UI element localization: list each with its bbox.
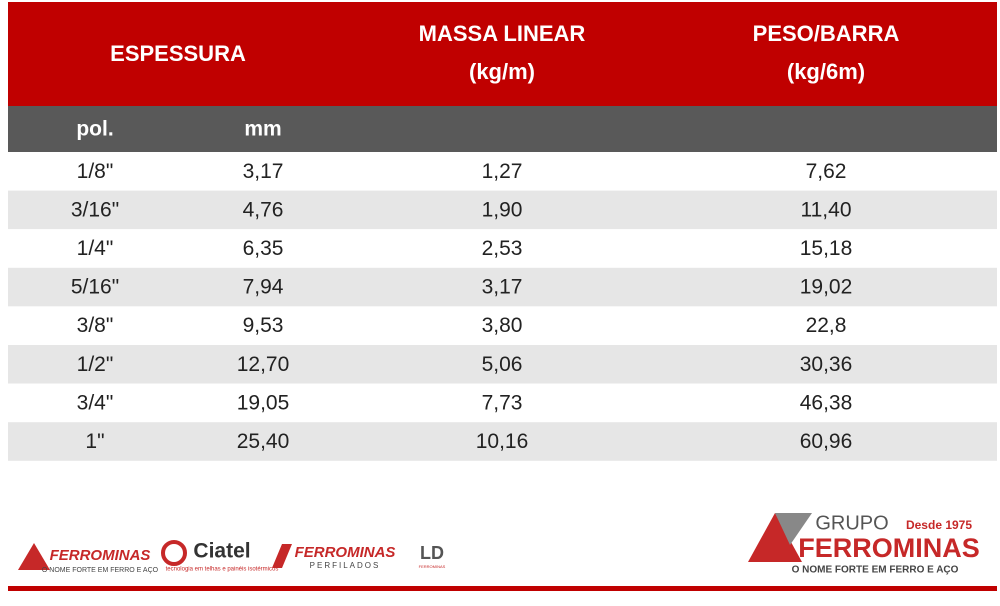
logo-tagline: PERFILADOS xyxy=(310,561,381,570)
logo-mark xyxy=(18,543,50,570)
logo-mark xyxy=(272,544,292,568)
logo-tagline: FERROMINAS xyxy=(419,564,446,569)
table-cell: 19,02 xyxy=(800,276,853,299)
column-header: (kg/m) xyxy=(469,59,535,84)
table-row xyxy=(8,152,997,191)
table-cell: 3/16" xyxy=(71,198,119,221)
table-cell: 2,53 xyxy=(482,237,523,260)
table-cell: 46,38 xyxy=(800,391,853,414)
sub-header: mm xyxy=(244,118,281,141)
table-row xyxy=(8,422,997,461)
table-row xyxy=(8,229,997,268)
group-name: FERROMINAS xyxy=(798,533,980,563)
logo-name: FERROMINAS xyxy=(295,544,396,561)
logo-name: Ciatel xyxy=(193,540,250,563)
group-prefix: GRUPO xyxy=(815,512,888,534)
footer-rule xyxy=(8,586,997,591)
table-cell: 1/2" xyxy=(77,353,114,376)
table-row xyxy=(8,190,997,230)
table-cell: 7,73 xyxy=(482,391,523,414)
group-logo-mark xyxy=(775,513,812,545)
column-header: (kg/6m) xyxy=(787,59,865,84)
table-cell: 5,06 xyxy=(482,353,523,376)
table-row xyxy=(8,267,997,307)
table-cell: 1,90 xyxy=(482,198,523,221)
group-logo-mark xyxy=(748,513,802,562)
table-cell: 30,36 xyxy=(800,353,853,376)
logo-mark xyxy=(161,540,187,566)
table-cell: 1/8" xyxy=(77,160,114,183)
table-row xyxy=(8,306,997,345)
table-row xyxy=(8,345,997,384)
table-cell: 22,8 xyxy=(806,314,847,337)
sub-header: pol. xyxy=(76,118,113,141)
logo-tagline: tecnologia em telhas e painéis isotérmic… xyxy=(166,567,279,573)
group-since: Desde 1975 xyxy=(906,518,972,532)
table-row xyxy=(8,383,997,423)
table-cell: 6,35 xyxy=(243,237,284,260)
table-cell: 7,62 xyxy=(806,160,847,183)
column-header: PESO/BARRA xyxy=(753,21,900,46)
table-cell: 11,40 xyxy=(801,198,852,221)
table-cell: 60,96 xyxy=(800,430,853,453)
table-cell: 19,05 xyxy=(237,391,290,414)
header-band xyxy=(8,2,997,106)
logo-tagline: O NOME FORTE EM FERRO E AÇO xyxy=(42,567,159,574)
table-cell: 5/16" xyxy=(71,276,119,299)
table-cell: 3,17 xyxy=(482,276,523,299)
table-cell: 15,18 xyxy=(800,237,853,260)
table-cell: 10,16 xyxy=(476,430,529,453)
table-cell: 1/4" xyxy=(77,237,114,260)
logo-name: FERROMINAS xyxy=(50,547,151,564)
table-cell: 12,70 xyxy=(237,353,290,376)
column-header: MASSA LINEAR xyxy=(419,21,586,46)
column-header: ESPESSURA xyxy=(110,41,246,66)
table-cell: 25,40 xyxy=(237,430,290,453)
table-cell: 4,76 xyxy=(243,198,284,221)
table-cell: 7,94 xyxy=(243,276,284,299)
table-cell: 3,17 xyxy=(243,160,284,183)
subheader-band xyxy=(8,106,997,152)
table-cell: 3,80 xyxy=(482,314,523,337)
group-tagline: O NOME FORTE EM FERRO E AÇO xyxy=(792,565,959,576)
table-cell: 3/4" xyxy=(77,391,114,414)
table-cell: 9,53 xyxy=(243,314,284,337)
table-cell: 1" xyxy=(85,430,104,453)
logo-name: LD xyxy=(420,543,444,563)
table-cell: 1,27 xyxy=(482,160,523,183)
table-cell: 3/8" xyxy=(77,314,114,337)
